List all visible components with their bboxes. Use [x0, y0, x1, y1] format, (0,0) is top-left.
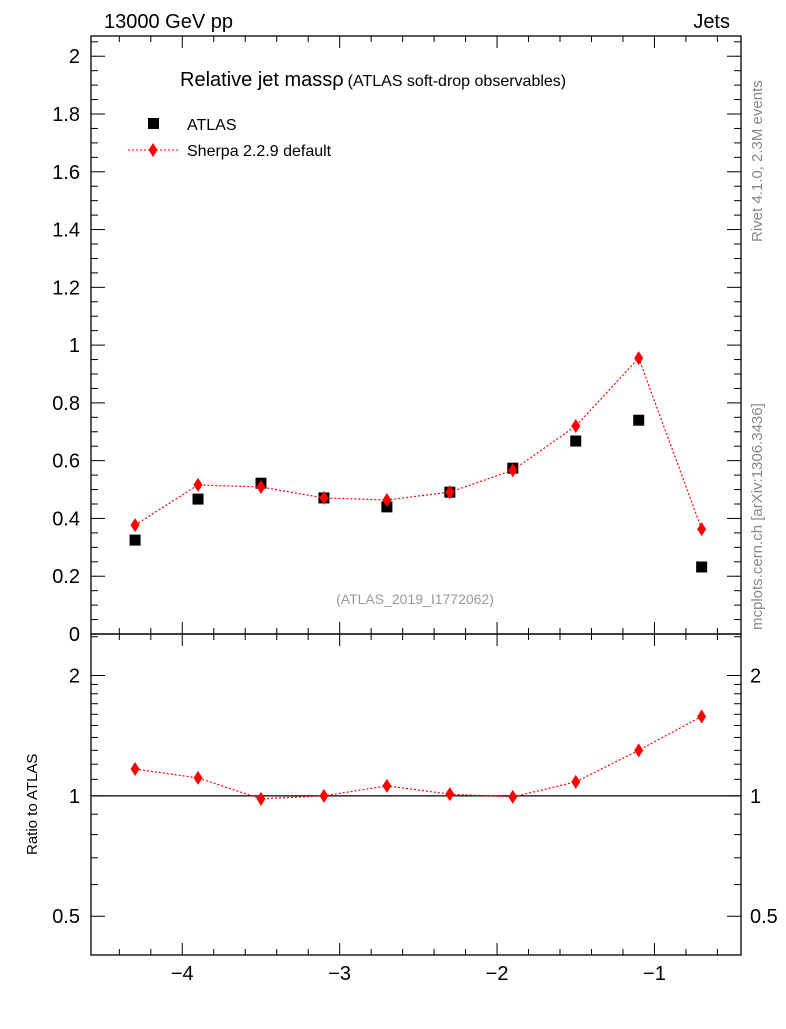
y-tick-label: 0 [69, 624, 80, 646]
source-info: mcplots.cern.ch [arXiv:1306.3436] [749, 403, 766, 630]
y-tick-label: 0.6 [52, 451, 80, 473]
ratio-frame [90, 633, 742, 956]
ratio-y-tick-label: 0.5 [52, 906, 80, 928]
y-tick-label: 1.6 [52, 162, 80, 184]
legend-marker-sherpa [148, 143, 158, 157]
ratio-point [508, 789, 518, 804]
y-tick-label: 1.8 [52, 104, 80, 126]
y-tick-label: 0.8 [52, 393, 80, 415]
ratio-panel: −4 −3 −2 −1 0.5 0.5 1 1 2 2 Ratio to ATLAS [24, 633, 778, 985]
x-tick-label: −2 [486, 963, 509, 985]
sherpa-point [382, 492, 392, 507]
ratio-y-tick-label-right: 1 [750, 786, 761, 808]
x-tick-label: −3 [328, 963, 351, 985]
y-tick-label: 1.4 [52, 220, 80, 242]
analysis-annotation: (ATLAS_2019_I1772062) [336, 591, 494, 607]
sherpa-point [571, 419, 581, 433]
sherpa-point [445, 485, 455, 500]
sherpa-point [256, 479, 266, 494]
main-title: Relative jet massρ (ATLAS soft-drop obser… [180, 69, 566, 91]
sherpa-point [508, 463, 518, 478]
sherpa-point [319, 490, 329, 505]
sherpa-point [193, 477, 203, 492]
ratio-point [571, 774, 581, 789]
ratio-point [382, 778, 392, 793]
legend: ATLAS Sherpa 2.2.9 default [128, 117, 332, 160]
ratio-y-tick-label-right: 2 [750, 666, 761, 688]
ratio-point [256, 791, 266, 806]
ratio-y-tick-label: 1 [69, 786, 80, 808]
ratio-y-tick-label: 2 [69, 666, 80, 688]
legend-label-atlas: ATLAS [187, 117, 237, 134]
sherpa-point [130, 518, 140, 533]
atlas-data-point [129, 534, 141, 546]
ratio-point [634, 743, 644, 758]
ratio-ylabel: Ratio to ATLAS [24, 754, 41, 855]
y-tick-label: 1.2 [52, 277, 80, 299]
main-panel: 0 0.2 0.4 0.6 0.8 1 1.2 1.4 1.6 1.8 2 Relative jet… [52, 35, 742, 646]
y-tick-label: 2 [69, 46, 80, 68]
ratio-point [193, 770, 203, 785]
header-right: Jets [693, 11, 730, 33]
sherpa-line [134, 356, 703, 530]
y-tick-label: 0.2 [52, 566, 80, 588]
legend-marker-atlas [148, 118, 159, 129]
sherpa-point [634, 351, 644, 366]
y-tick-label: 1 [69, 335, 80, 357]
x-tick-label: −4 [171, 963, 194, 985]
header-left: 13000 GeV pp [104, 11, 233, 33]
ratio-line [134, 715, 702, 800]
rivet-info: Rivet 4.1.0, 2.3M events [749, 80, 766, 242]
x-tick-label: −1 [643, 963, 666, 985]
legend-label-sherpa: Sherpa 2.2.9 default [187, 143, 332, 160]
atlas-data-point [192, 493, 204, 505]
ratio-point [130, 762, 140, 777]
sherpa-point [697, 522, 707, 537]
ratio-point [445, 787, 455, 802]
atlas-data-point [696, 561, 708, 573]
atlas-data-point [570, 435, 582, 447]
atlas-data-point [633, 414, 645, 426]
ratio-point [319, 788, 329, 803]
ratio-y-tick-label-right: 0.5 [750, 906, 778, 928]
y-tick-label: 0.4 [52, 508, 80, 530]
ratio-point [697, 709, 707, 724]
